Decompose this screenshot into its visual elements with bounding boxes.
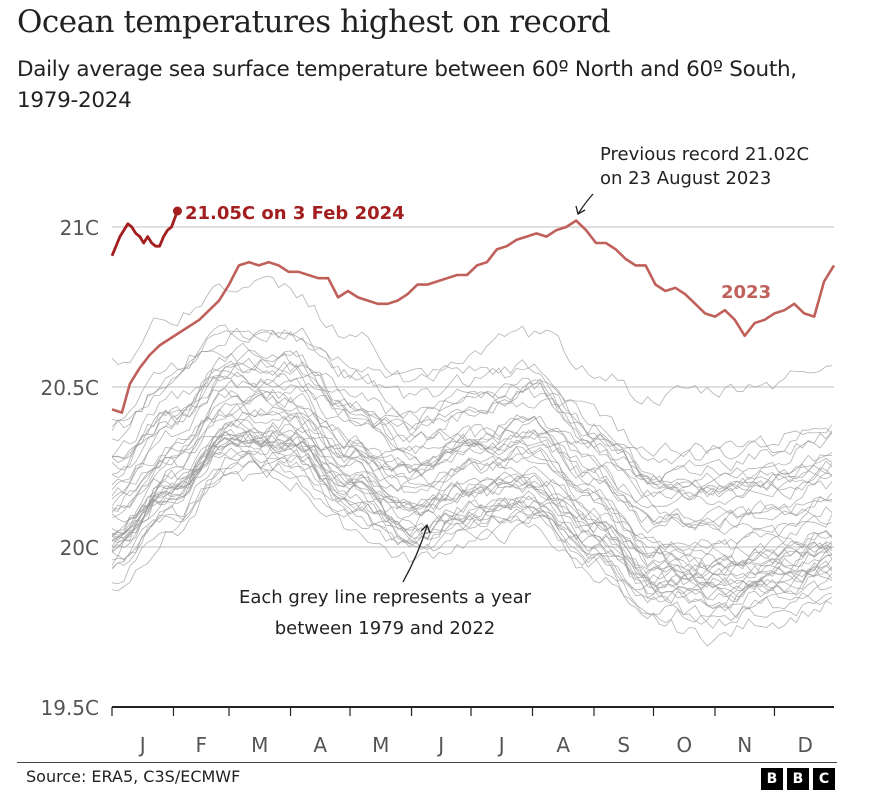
series-2023 — [111, 219, 836, 414]
grey-year-line-1984 — [111, 452, 833, 629]
x-tick-label: O — [676, 733, 692, 757]
grey-year-line-2014 — [111, 378, 833, 491]
y-tick-label: 20.5C — [41, 376, 100, 400]
annotation-previous-record-line2: on 23 August 2023 — [600, 168, 771, 189]
grey-year-line-2003 — [111, 372, 833, 529]
gridlines — [112, 226, 834, 548]
y-tick-label: 20C — [60, 536, 99, 560]
x-tick-label: F — [196, 733, 208, 757]
bbc-logo-letter: B — [761, 768, 783, 790]
x-tick-label: M — [251, 733, 268, 757]
grey-year-line-2000 — [111, 436, 833, 588]
y-tick-label: 21C — [60, 216, 99, 240]
x-tick-label: J — [436, 733, 444, 757]
grey-year-line-2012 — [111, 423, 833, 547]
grey-year-line-1998 — [111, 342, 833, 575]
y-tick-label: 19.5C — [41, 696, 100, 720]
grey-year-line-2020 — [111, 327, 833, 492]
record-2024-point — [172, 206, 182, 216]
grey-year-lines — [111, 275, 833, 647]
grey-year-line-2010 — [111, 349, 833, 577]
grey-year-line-1983 — [111, 403, 833, 591]
grey-year-line-1979 — [111, 430, 833, 604]
grey-year-line-1985 — [111, 467, 833, 647]
annotation-label-2023: 2023 — [721, 282, 771, 303]
grey-year-line-2008 — [111, 434, 833, 558]
grey-year-line-1994 — [111, 433, 833, 573]
bbc-logo-letter: B — [787, 768, 809, 790]
x-tick-label: A — [556, 733, 570, 757]
arrowhead-grey-note — [420, 523, 431, 534]
x-tick-label: J — [138, 733, 146, 757]
x-tick-label: N — [737, 733, 752, 757]
annotations: 21.05C on 3 Feb 2024 Previous record 21.… — [185, 144, 809, 639]
annotation-grey-line2: between 1979 and 2022 — [275, 618, 495, 639]
grey-year-line-2015 — [111, 324, 833, 442]
grey-year-line-2009 — [111, 412, 833, 539]
arrow-grey-note — [402, 525, 428, 583]
grey-year-line-2001 — [111, 402, 833, 559]
grey-year-line-1995 — [111, 415, 833, 592]
grey-year-line-1992 — [111, 427, 833, 624]
grey-year-line-2013 — [111, 389, 833, 524]
line-2023 — [111, 219, 836, 414]
grey-year-line-2016 — [111, 275, 833, 494]
grey-year-line-1982 — [111, 447, 833, 586]
x-tick-label: M — [372, 733, 389, 757]
grey-year-line-2017 — [111, 350, 833, 496]
x-tick-label: S — [617, 733, 630, 757]
chart-subtitle: Daily average sea surface temperature be… — [17, 57, 797, 113]
x-tick-label: A — [313, 733, 327, 757]
grey-year-line-2002 — [111, 389, 833, 512]
footer-divider — [17, 762, 837, 763]
source-note: Source: ERA5, C3S/ECMWF — [26, 767, 241, 786]
annotation-record-2024: 21.05C on 3 Feb 2024 — [185, 203, 405, 224]
grey-year-line-1990 — [111, 440, 833, 573]
grey-year-line-2005 — [111, 371, 833, 535]
grey-year-line-1991 — [111, 423, 833, 581]
arrow-previous-record — [577, 193, 594, 215]
bbc-logo: B B C — [761, 768, 835, 790]
chart-title: Ocean temperatures highest on record — [17, 4, 611, 40]
annotation-grey-line1: Each grey line represents a year — [239, 587, 532, 608]
line-2024 — [110, 210, 179, 257]
grey-year-line-2019 — [111, 329, 833, 458]
grey-year-line-1980 — [111, 418, 833, 588]
x-tick-label: J — [497, 733, 505, 757]
bbc-logo-letter: C — [813, 768, 835, 790]
grey-year-line-2021 — [111, 357, 833, 499]
grey-year-line-1993 — [111, 452, 833, 597]
x-tick-label: D — [798, 733, 813, 757]
arrowhead-previous-record — [575, 205, 586, 215]
grey-year-line-2022 — [111, 359, 833, 501]
annotation-previous-record-line1: Previous record 21.02C — [600, 144, 809, 165]
grey-year-line-1989 — [111, 461, 833, 609]
grey-year-line-2018 — [111, 360, 833, 485]
grey-year-line-2011 — [111, 434, 833, 589]
y-axis-labels: 19.5C 20C 20.5C 21C — [41, 216, 100, 720]
series-2024 — [110, 206, 182, 257]
